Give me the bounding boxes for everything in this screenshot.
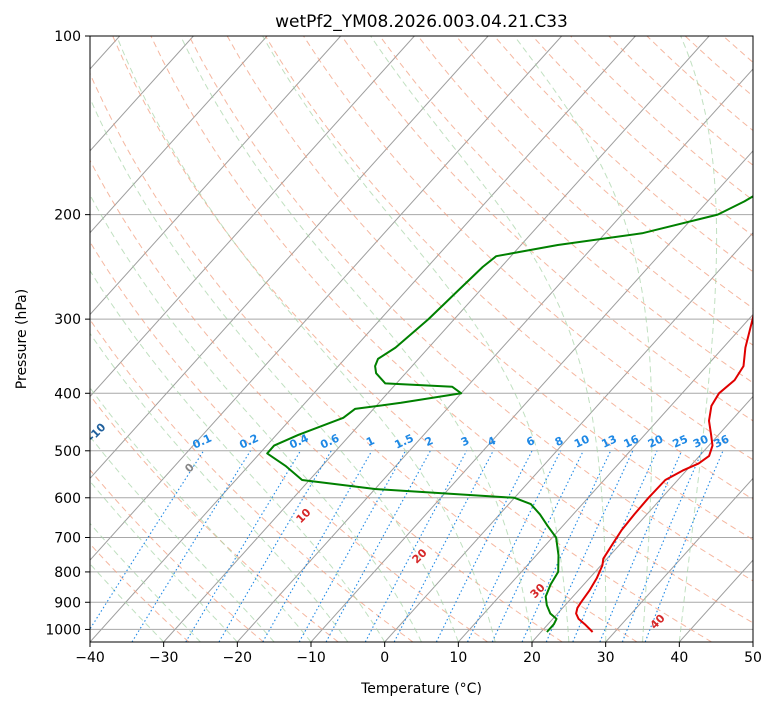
mixing-ratio-label: 25 [671, 432, 690, 450]
x-tick-label: −30 [149, 650, 179, 666]
moist-adiabat-line [116, 36, 496, 642]
isotherm-line [457, 313, 753, 642]
mixing-ratio-line [325, 450, 431, 642]
background-lines [90, 36, 775, 642]
mixing-ratio-label: 16 [622, 432, 642, 450]
isotherm-line [531, 395, 753, 642]
mixing-ratio-line [185, 450, 301, 642]
isotherm-line [310, 150, 753, 642]
dry-adiabat-line [90, 469, 264, 642]
isotherm-line [163, 36, 710, 642]
mixing-ratio-line [621, 450, 703, 642]
mixing-ratio-label: 20 [646, 432, 666, 450]
moist-adiabat-line [90, 435, 275, 642]
moist-adiabat-line [90, 269, 386, 642]
moist-adiabat-line [370, 36, 607, 642]
y-tick-label: 700 [54, 531, 81, 547]
axes: −40 −30 −20 −10 0 10 20 30 40 50 100 200 300 400 500 60… [45, 29, 762, 666]
mixing-ratio-line [90, 450, 205, 630]
y-tick-label: 800 [54, 565, 81, 581]
y-tick-label: 900 [54, 595, 81, 611]
isotherm-line [90, 36, 342, 316]
isotherm-line [90, 36, 636, 642]
profile-lines [266, 195, 753, 633]
dry-adiabat-line [90, 318, 414, 642]
y-tick-label: 1000 [45, 622, 81, 638]
mixing-ratio-label: 36 [712, 432, 732, 450]
moist-adiabat-line [678, 36, 718, 642]
mixing-ratio-line [364, 450, 468, 642]
mixing-ratio-line [467, 450, 562, 642]
mixing-ratio-line [599, 450, 683, 642]
x-tick-label: 30 [597, 650, 615, 666]
isotherm-line [752, 641, 753, 642]
mixing-ratio-label: 13 [600, 432, 619, 450]
x-tick-label: 0 [380, 650, 389, 666]
dry-adiabat-line [90, 543, 190, 642]
x-tick-label: 50 [744, 650, 762, 666]
moist-adiabat-line [90, 480, 238, 642]
moist-adiabat-line [90, 97, 459, 642]
isotherm-line [605, 477, 753, 642]
x-tick-label: −40 [75, 650, 105, 666]
dry-adiabat-line [90, 394, 339, 642]
isotherm-line [236, 68, 753, 642]
x-tick-label: −10 [296, 650, 326, 666]
isotherm-line [90, 36, 563, 561]
moist-adiabat-line [513, 36, 653, 642]
chart-title: wetPf2_YM08.2026.003.04.21.C33 [275, 12, 568, 32]
isotherm-line [90, 36, 489, 480]
y-tick-label: 100 [54, 29, 81, 45]
moist-adiabat-line [262, 36, 570, 642]
dry-adiabat-line [112, 36, 712, 642]
x-tick-label: 20 [523, 650, 541, 666]
y-axis-label: Pressure (hPa) [14, 289, 30, 389]
moist-adiabat-line [90, 387, 312, 642]
moist-adiabat-line [180, 36, 533, 642]
x-axis-label: Temperature (°C) [360, 681, 482, 697]
isotherm-line [90, 36, 194, 152]
y-tick-label: 600 [54, 491, 81, 507]
dry-adiabat-line [90, 159, 563, 642]
y-tick-label: 400 [54, 386, 81, 402]
dry-adiabat-line [417, 36, 753, 346]
isotherm-line [384, 232, 753, 642]
mixing-ratio-line [435, 450, 533, 642]
mixing-ratio-line [572, 450, 658, 642]
moist-adiabat-line [90, 332, 349, 642]
temperature-profile [575, 312, 753, 633]
mixing-ratio-label: 10 [572, 432, 592, 450]
y-tick-label: 500 [54, 444, 81, 460]
isotherm-line [90, 36, 415, 398]
dry-adiabat-line [761, 36, 775, 642]
x-tick-label: −20 [223, 650, 253, 666]
isotherm-line [90, 36, 268, 234]
mixing-ratio-label: 30 [691, 432, 711, 450]
dry-adiabat-line [455, 36, 753, 309]
plot-frame [89, 35, 754, 643]
y-tick-label: 200 [54, 208, 81, 224]
dewpoint-profile [266, 195, 753, 633]
mixing-ratio-line [644, 450, 724, 642]
dry-adiabat-line [90, 240, 488, 642]
mixing-ratio-line [298, 450, 407, 642]
x-tick-label: 40 [670, 650, 688, 666]
y-tick-label: 300 [54, 312, 81, 328]
dry-adiabat-line [150, 36, 753, 624]
x-tick-label: 10 [449, 650, 467, 666]
